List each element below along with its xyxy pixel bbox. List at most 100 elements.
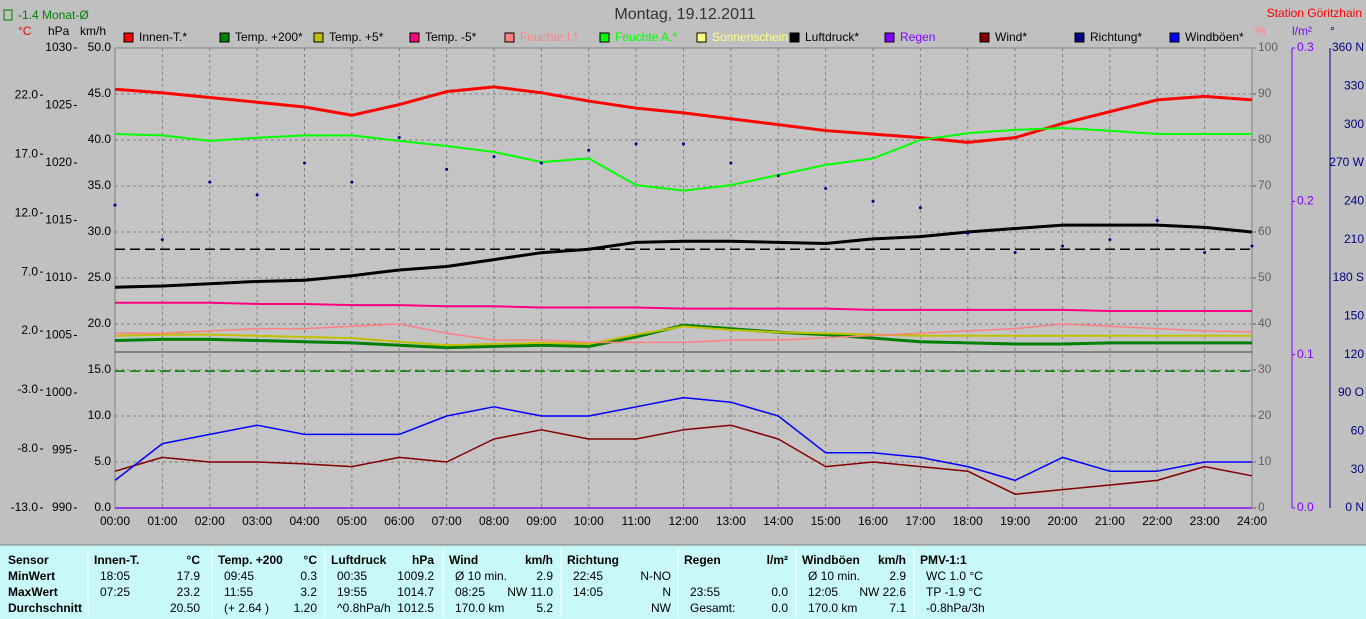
- direction-dot: [1203, 250, 1207, 254]
- direction-dot: [1061, 244, 1064, 248]
- table-cell: 170.0 km: [455, 601, 504, 615]
- table-header: Innen-T.: [94, 553, 139, 567]
- direction-dot: [1013, 250, 1017, 254]
- series-line: [114, 85, 1253, 144]
- legend-swatch: [696, 32, 707, 43]
- y-tick-label: 0.0: [94, 500, 111, 514]
- table-cell: 1.20: [294, 601, 318, 615]
- table-cell: 07:25: [100, 585, 130, 599]
- table-cell: 22:45: [573, 569, 603, 583]
- table-cell: Gesamt:: [690, 601, 735, 615]
- y-tick-label: 45.0: [88, 86, 112, 100]
- y-tick-label: 10: [1258, 454, 1272, 468]
- table-cell: 14:05: [573, 585, 603, 599]
- y-tick-label: 7.0: [21, 264, 38, 278]
- series-line: [114, 396, 1252, 482]
- table-cell: 23:55: [690, 585, 720, 599]
- table-cell: 0.0: [771, 585, 788, 599]
- direction-dot: [1250, 244, 1254, 248]
- y-tick-label: 35.0: [88, 178, 112, 192]
- series-line: [115, 323, 1253, 344]
- y-tick-label: 80: [1258, 132, 1272, 146]
- x-tick-label: 05:00: [337, 514, 367, 528]
- y-tick-label: 25.0: [88, 270, 112, 284]
- x-tick-label: 04:00: [289, 514, 319, 528]
- direction-dot: [587, 148, 591, 152]
- y-tick-label: -3.0: [17, 382, 38, 396]
- y-tick-label: 0 N: [1345, 500, 1364, 514]
- axis-header: km/h: [80, 24, 106, 38]
- y-tick-label: 30: [1351, 462, 1365, 476]
- axis-header: °C: [18, 24, 32, 38]
- y-tick-label: 1030: [45, 40, 72, 54]
- y-tick-label: 0.0: [1297, 500, 1314, 514]
- x-tick-label: 18:00: [953, 514, 983, 528]
- x-tick-label: 16:00: [858, 514, 888, 528]
- table-cell: 18:05: [100, 569, 130, 583]
- y-tick-label: 60: [1258, 224, 1272, 238]
- y-tick-label: 1010: [45, 270, 72, 284]
- table-header: PMV-1:1: [920, 553, 967, 567]
- x-tick-label: 21:00: [1095, 514, 1125, 528]
- table-cell: WC 1.0 °C: [926, 569, 983, 583]
- direction-dot: [445, 167, 449, 171]
- x-tick-label: 01:00: [147, 514, 177, 528]
- station-name: Station Göritzhain: [1267, 6, 1362, 20]
- y-tick-label: 100: [1258, 40, 1278, 54]
- series-line: [115, 301, 1252, 313]
- table-header: Wind: [449, 553, 478, 567]
- y-tick-label: 40.0: [88, 132, 112, 146]
- direction-dot: [918, 206, 922, 210]
- table-cell: MaxWert: [8, 585, 58, 599]
- legend-label: Wind*: [995, 30, 1027, 44]
- direction-dot: [113, 203, 117, 207]
- legend-swatch: [884, 32, 895, 43]
- y-tick-label: 995: [52, 443, 72, 457]
- direction-dot: [350, 180, 354, 184]
- y-tick-label: 40: [1258, 316, 1272, 330]
- y-tick-label: 300: [1344, 117, 1364, 131]
- direction-dot: [160, 238, 164, 242]
- legend-label: Temp. +200*: [235, 30, 303, 44]
- table-cell: ^0.8hPa/h: [337, 601, 391, 615]
- series-line: [114, 323, 1252, 350]
- axis-header: hPa: [48, 24, 70, 38]
- direction-dot: [776, 174, 780, 178]
- table-cell: TP -1.9 °C: [926, 585, 982, 599]
- table-cell: N: [662, 585, 671, 599]
- x-tick-label: 02:00: [195, 514, 225, 528]
- y-tick-label: 330: [1344, 79, 1364, 93]
- y-tick-label: 150: [1344, 309, 1364, 323]
- direction-dot: [255, 193, 259, 197]
- legend-label: Feuchte I.*: [520, 30, 578, 44]
- table-cell: 170.0 km: [808, 601, 857, 615]
- x-tick-label: 20:00: [1047, 514, 1077, 528]
- direction-dot: [303, 161, 306, 165]
- x-tick-label: 12:00: [668, 514, 698, 528]
- y-tick-label: 30: [1258, 362, 1272, 376]
- table-cell: NW 11.0: [507, 585, 553, 599]
- legend-swatch: [599, 32, 610, 43]
- series-line: [114, 127, 1252, 192]
- y-tick-label: 12.0: [15, 205, 39, 219]
- table-cell: 2.9: [889, 569, 906, 583]
- table-header: Regen: [684, 553, 721, 567]
- table-header: Temp. +200: [218, 553, 283, 567]
- y-tick-label: 360 N: [1332, 40, 1364, 54]
- axis-header: °: [1330, 24, 1335, 38]
- x-tick-label: 09:00: [526, 514, 556, 528]
- table-unit: km/h: [878, 553, 906, 567]
- y-tick-label: 1000: [45, 385, 72, 399]
- table-cell: Durchschnitt: [8, 601, 82, 615]
- y-tick-label: 1015: [45, 213, 72, 227]
- y-tick-label: 120: [1344, 347, 1364, 361]
- table-unit: l/m²: [767, 553, 788, 567]
- legend-label: Temp. +5*: [329, 30, 384, 44]
- table-cell: NW 22.6: [859, 585, 906, 599]
- direction-dot: [966, 231, 970, 235]
- chart-title: Montag, 19.12.2011: [614, 6, 755, 23]
- x-tick-label: 08:00: [479, 514, 509, 528]
- y-tick-label: 22.0: [15, 87, 39, 101]
- x-tick-label: 07:00: [432, 514, 462, 528]
